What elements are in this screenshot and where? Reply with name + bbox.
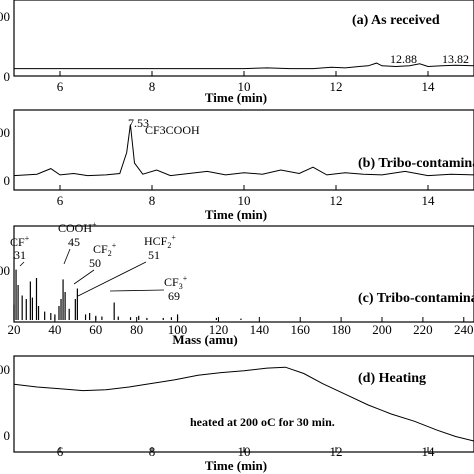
ion-mass-45: 45: [68, 235, 80, 249]
panel-c: CF+ 31 COOH+ 45 CF2+ 50 HCF2+ 51 CF3+ 69…: [0, 220, 474, 347]
panel-d-x-ticks: 6 8 10 12 14: [57, 444, 435, 459]
panel-d-series-line: [13, 366, 474, 442]
ion-leader-line: [63, 248, 71, 265]
ion-leader-line: [19, 261, 25, 267]
x-tick-label: 14: [422, 79, 436, 94]
panel-c-ytick-label: 00: [0, 263, 10, 278]
panel-d-xlabel: Time (min): [205, 458, 267, 473]
panel-c-bars: [13, 269, 242, 320]
x-tick-label: 10: [238, 193, 251, 208]
panel-a-ytick-label: 0: [4, 69, 11, 84]
x-tick-label: 20: [8, 322, 21, 337]
ion-label-cooh: COOH+: [58, 220, 97, 235]
x-tick-label: 220: [413, 322, 433, 337]
x-tick-label: 120: [209, 322, 229, 337]
x-tick-label: 8: [149, 444, 156, 459]
panel-b-frame: [13, 109, 474, 191]
x-tick-label: 12: [330, 79, 343, 94]
ion-mass-31: 31: [14, 248, 26, 262]
panel-b-xlabel: Time (min): [205, 207, 267, 222]
panel-a-peak-label: 13.82: [442, 52, 469, 66]
panel-a: (a) As received 12.88 13.82 00 0 6 8 10 12 1…: [0, 0, 474, 105]
ion-leader-line: [77, 261, 147, 297]
panel-d-title: (d) Heating: [358, 371, 426, 386]
panel-a-ytick-label: 00: [0, 9, 10, 24]
x-tick-label: 12: [330, 193, 343, 208]
panel-b-series-line: [13, 124, 474, 177]
x-tick-label: 8: [149, 79, 156, 94]
ion-label-cf: CF+: [10, 234, 30, 249]
panel-a-series-line: [14, 62, 474, 70]
x-tick-label: 180: [331, 322, 351, 337]
x-tick-label: 8: [149, 193, 156, 208]
panel-d: (d) Heating heated at 200 oC for 30 min.…: [0, 355, 474, 473]
panel-a-xlabel: Time (min): [205, 90, 267, 105]
panel-a-x-ticks: 6 8 10 12 14: [57, 71, 435, 94]
x-tick-label: 200: [372, 322, 392, 337]
ion-leader-line: [73, 269, 95, 285]
x-tick-label: 80: [130, 322, 143, 337]
x-tick-label: 100: [168, 322, 188, 337]
ion-mass-69: 69: [168, 289, 180, 303]
x-tick-label: 12: [330, 444, 343, 459]
panel-c-xlabel: Mass (amu): [172, 332, 237, 347]
panel-b-title: (b) Tribo-contaminated: [358, 156, 474, 171]
panel-a-title: (a) As received: [352, 13, 440, 28]
x-tick-label: 40: [48, 322, 61, 337]
x-tick-label: 60: [89, 322, 102, 337]
panel-b-x-ticks: 6 8 10 12 14: [57, 185, 435, 208]
x-tick-label: 10: [238, 444, 251, 459]
panel-b-compound-label: CF3COOH: [145, 123, 200, 137]
ion-mass-51: 51: [148, 248, 160, 262]
x-tick-label: 140: [250, 322, 270, 337]
panel-c-title: (c) Tribo-contaminated: [358, 291, 474, 306]
ion-label-cf2: CF2+: [93, 241, 117, 258]
ion-mass-50: 50: [89, 256, 101, 270]
x-tick-label: 10: [238, 79, 251, 94]
panel-b: 7.53 CF3COOH (b) Tribo-contaminated 00 0…: [0, 109, 474, 222]
panel-b-ytick-label: 0: [4, 173, 11, 188]
ion-leader-line: [109, 289, 165, 292]
x-tick-label: 6: [57, 79, 64, 94]
x-tick-label: 160: [290, 322, 310, 337]
panel-d-ytick-label: 0: [4, 428, 11, 443]
panel-d-note: heated at 200 oC for 30 min.: [190, 415, 335, 429]
panel-a-peak-label: 12.88: [390, 52, 417, 66]
panel-b-ytick-label: 00: [0, 125, 10, 140]
x-tick-label: 6: [57, 444, 64, 459]
x-tick-label: 6: [57, 193, 64, 208]
x-tick-label: 14: [422, 444, 436, 459]
panel-c-frame: [13, 225, 474, 323]
panel-d-ytick-label: 00: [0, 362, 10, 377]
panel-c-x-ticks: 20 40 60 80 100 120 140 160 180 200 220 240: [8, 317, 474, 337]
ion-label-cf3: CF3+: [164, 274, 188, 291]
ion-label-hcf2: HCF2+: [144, 233, 176, 250]
x-tick-label: 240: [454, 322, 474, 337]
panel-b-peak-time-label: 7.53: [128, 116, 149, 130]
x-tick-label: 14: [422, 193, 436, 208]
